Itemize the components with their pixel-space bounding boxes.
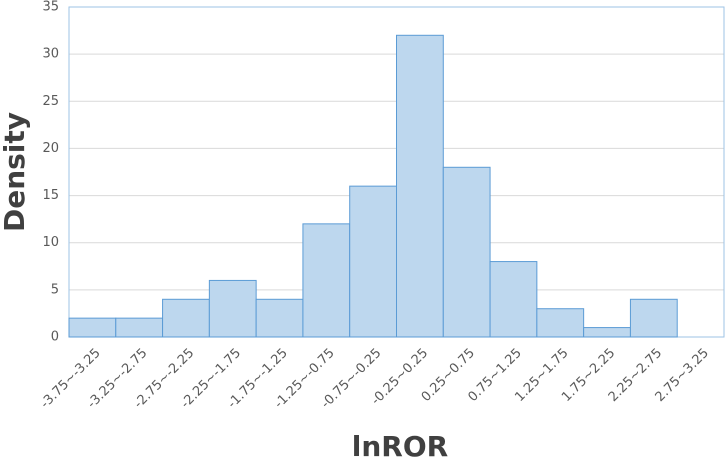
- y-tick-label: 0: [51, 330, 59, 345]
- bar: [442, 166, 491, 338]
- bar: [396, 34, 444, 338]
- bar: [115, 317, 164, 338]
- bar: [302, 223, 351, 338]
- y-tick-label: 35: [42, 0, 59, 15]
- y-tick-label: 15: [42, 188, 59, 203]
- bar: [629, 298, 678, 338]
- bar: [208, 279, 257, 338]
- bar: [536, 308, 585, 338]
- bar: [349, 185, 398, 338]
- bar: [255, 298, 304, 338]
- bar: [583, 327, 631, 338]
- y-tick-label: 25: [42, 94, 59, 109]
- bar: [68, 317, 117, 338]
- y-tick-label: 5: [51, 282, 59, 297]
- y-axis-title: Density: [0, 112, 31, 232]
- bar: [162, 298, 210, 338]
- y-tick-label: 30: [42, 47, 59, 62]
- x-axis-title: lnROR: [352, 430, 448, 462]
- y-tick-label: 10: [42, 235, 59, 250]
- bar: [489, 261, 538, 338]
- y-tick-label: 20: [42, 141, 59, 156]
